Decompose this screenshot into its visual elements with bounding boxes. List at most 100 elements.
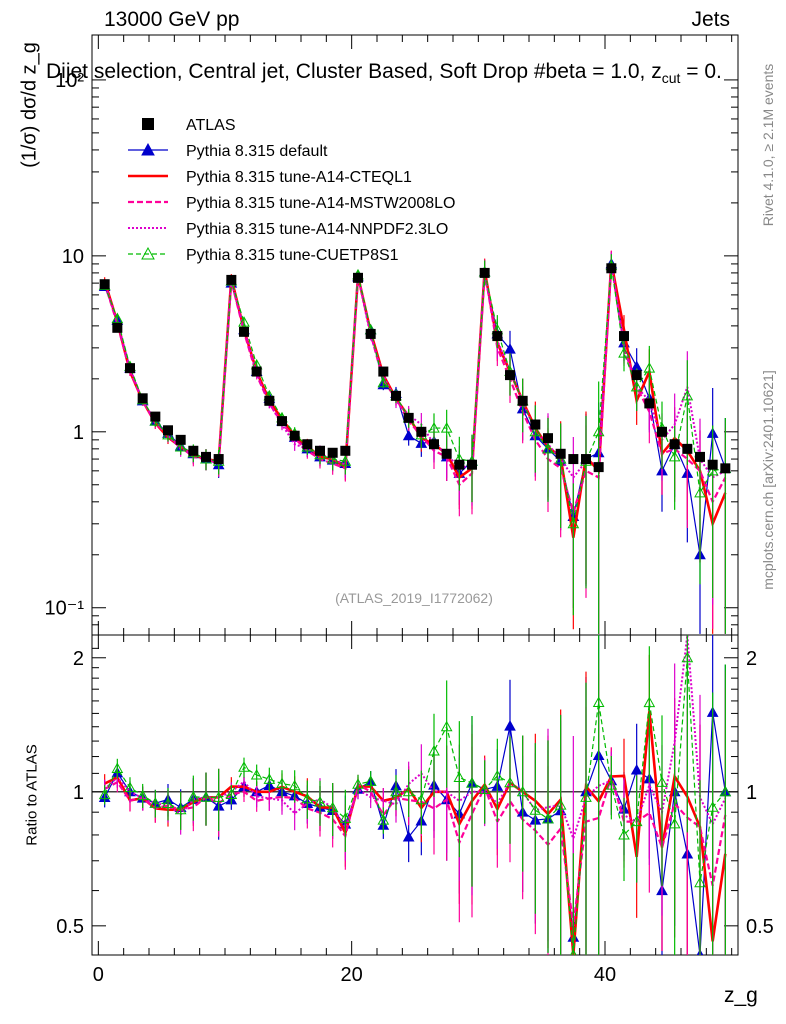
- atlas-data-point: [251, 366, 262, 377]
- atlas-data-point: [277, 416, 287, 427]
- marker-cuetp: [706, 464, 719, 476]
- atlas-data-point: [454, 459, 465, 470]
- marker-default: [504, 343, 516, 354]
- atlas-data-point: [720, 463, 731, 474]
- marker-cuetp: [694, 486, 706, 498]
- energy-label: 13000 GeV pp: [104, 8, 240, 31]
- atlas-data-point: [112, 322, 123, 333]
- ratio-marker-cuetp: [630, 815, 643, 827]
- ratio-marker-cuetp: [618, 828, 630, 840]
- x-tick-label: 20: [341, 964, 363, 986]
- atlas-data-point: [543, 433, 553, 444]
- ratio-marker-cuetp: [136, 789, 149, 801]
- selection-tail: = 0.: [680, 60, 722, 83]
- ratio-marker-cuetp: [415, 793, 428, 805]
- ratio-marker-cuetp: [466, 777, 478, 788]
- atlas-data-point: [213, 454, 224, 465]
- analysis-id: (ATLAS_2019_I1772062): [335, 590, 493, 606]
- ratio-marker-cuetp: [592, 696, 605, 707]
- marker-cuetp: [238, 316, 250, 327]
- legend-marker-cuetp: [141, 246, 155, 260]
- ratio-marker-cuetp: [542, 812, 554, 824]
- ratio-marker-cuetp: [238, 761, 250, 772]
- ratio-marker-cuetp: [428, 744, 440, 756]
- ratio-marker-cuetp: [187, 790, 200, 802]
- ratio-marker-cuetp: [276, 777, 288, 789]
- marker-cuetp: [440, 422, 453, 433]
- ratio-marker-cuetp: [111, 762, 124, 773]
- atlas-data-point: [125, 363, 135, 374]
- atlas-data-point: [353, 272, 363, 283]
- ratio-marker-cuetp: [656, 776, 668, 787]
- ratio-marker-cuetp: [402, 785, 415, 797]
- ratio-marker-cuetp: [377, 814, 390, 825]
- ratio-marker-cuetp: [504, 776, 516, 788]
- ratio-marker-cuetp: [212, 791, 225, 802]
- ratio-marker-cuetp: [719, 785, 732, 797]
- marker-cuetp: [326, 453, 339, 464]
- marker-cuetp: [111, 312, 124, 324]
- atlas-data-point: [264, 395, 275, 406]
- atlas-data-point: [669, 439, 680, 450]
- marker-cuetp: [630, 380, 643, 392]
- ratio-marker-default: [630, 764, 643, 775]
- ratio-line-cuetp: [104, 657, 726, 955]
- atlas-data-point: [150, 411, 161, 422]
- legend-label-mstw: Pythia 8.315 tune-A14-MSTW2008LO: [186, 195, 455, 212]
- y-tick-label: 1: [73, 422, 84, 444]
- ratio-marker-cuetp: [491, 769, 504, 781]
- atlas-data-point: [99, 279, 110, 290]
- ratio-line-mstw: [104, 772, 727, 926]
- ratio-marker-cuetp: [440, 720, 453, 732]
- ratio-tick-label-left: 2: [73, 648, 84, 670]
- ratio-marker-cuetp: [706, 801, 719, 812]
- ratio-marker-cuetp: [529, 804, 542, 815]
- atlas-data-point: [315, 445, 325, 456]
- marker-cuetp: [681, 389, 694, 401]
- ratio-marker-cuetp: [364, 775, 377, 786]
- atlas-data-point: [201, 451, 211, 462]
- atlas-data-point: [517, 395, 528, 406]
- legend-label-cuetp: Pythia 8.315 tune-CUETP8S1: [186, 247, 399, 264]
- legend-label-default: Pythia 8.315 default: [186, 143, 328, 160]
- ratio-axis-label: Ratio to ATLAS: [23, 744, 41, 846]
- atlas-data-point: [505, 370, 515, 381]
- atlas-data-point: [416, 426, 427, 437]
- ratio-marker-cuetp: [643, 696, 656, 708]
- ratio-marker-cuetp: [339, 812, 352, 823]
- series-line-cuetp: [104, 265, 726, 524]
- y-tick-label: 10: [62, 246, 84, 268]
- atlas-data-point: [327, 447, 338, 458]
- series-line-default: [104, 263, 726, 555]
- legend-marker-atlas: [142, 118, 154, 130]
- ratio-tick-label-left: 0.5: [56, 916, 84, 938]
- selection-sub: cut: [661, 70, 681, 87]
- marker-cuetp: [174, 440, 187, 452]
- ratio-marker-cuetp: [478, 783, 491, 794]
- ratio-marker-cuetp: [352, 778, 364, 789]
- x-axis-label: z_g: [724, 984, 758, 1007]
- ratio-marker-cuetp: [98, 788, 111, 800]
- marker-cuetp: [428, 422, 440, 433]
- marker-cuetp: [377, 376, 390, 388]
- atlas-data-point: [657, 426, 667, 437]
- series-line-nnpdf: [103, 263, 726, 480]
- ratio-marker-cuetp: [263, 773, 276, 784]
- marker-cuetp: [529, 425, 542, 437]
- atlas-data-point: [606, 263, 617, 274]
- atlas-data-point: [340, 445, 351, 456]
- atlas-data-point: [479, 267, 490, 278]
- atlas-data-point: [365, 328, 376, 339]
- ratio-marker-cuetp: [250, 768, 263, 780]
- ratio-marker-cuetp: [174, 803, 187, 815]
- ratio-marker-cuetp: [554, 799, 567, 810]
- atlas-data-point: [631, 370, 642, 381]
- ratio-tick-label-left: 1: [73, 782, 84, 804]
- ratio-marker-cuetp: [162, 797, 174, 809]
- atlas-data-point: [175, 434, 186, 445]
- atlas-data-point: [682, 443, 693, 454]
- legend-label-cteql1: Pythia 8.315 tune-A14-CTEQL1: [186, 169, 412, 186]
- ratio-marker-cuetp: [668, 817, 681, 829]
- series-line-mstw: [103, 262, 727, 516]
